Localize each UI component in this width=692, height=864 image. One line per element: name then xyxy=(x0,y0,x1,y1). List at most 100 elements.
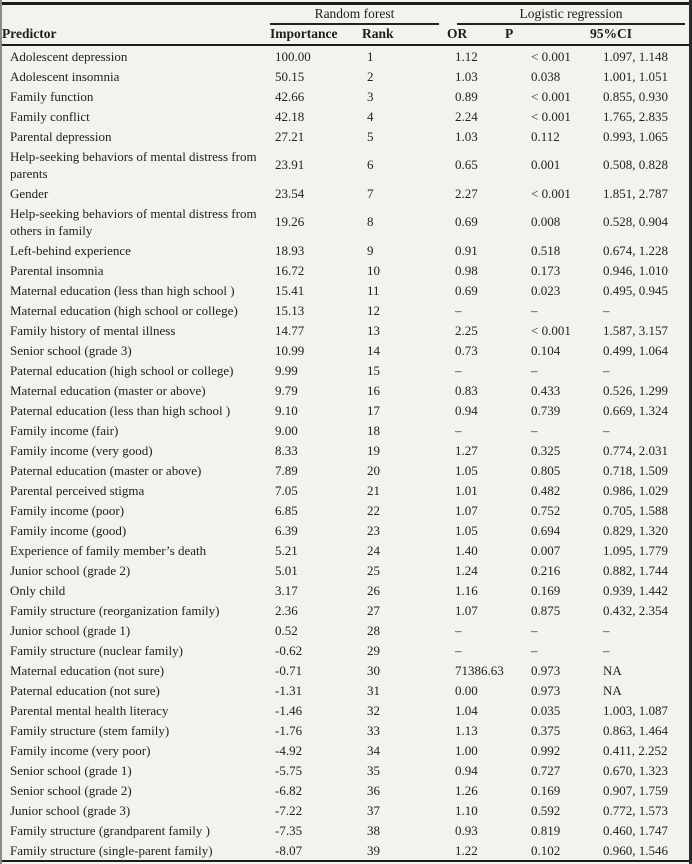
cell-rank: 8 xyxy=(367,214,374,229)
cell-rank: 11 xyxy=(367,282,380,298)
cell-or: 2.24 xyxy=(455,108,478,124)
cell-ci: 1.097, 1.148 xyxy=(603,48,668,64)
cell-predictor: Family structure (reorganization family) xyxy=(10,602,220,618)
cell-ci: 0.882, 1.744 xyxy=(603,562,668,578)
cell-importance: -7.22 xyxy=(275,802,303,818)
cell-ci: 0.946, 1.010 xyxy=(603,262,668,278)
cell-predictor: Parental mental health literacy xyxy=(10,702,169,718)
cell-predictor: Family structure (nuclear family) xyxy=(10,642,183,658)
cell-predictor: Paternal education (not sure) xyxy=(10,682,160,698)
cell-p: 0.112 xyxy=(531,128,560,144)
cell-predictor: Gender xyxy=(10,185,49,201)
cell-or: 0.69 xyxy=(455,282,478,298)
cell-p: 0.169 xyxy=(531,582,561,598)
cell-predictor: Family income (fair) xyxy=(10,422,119,438)
cell-p: 0.819 xyxy=(531,822,561,838)
cell-or: – xyxy=(455,422,462,438)
cell-p: < 0.001 xyxy=(531,322,571,338)
cell-rank: 28 xyxy=(367,622,380,638)
cell-p: < 0.001 xyxy=(531,108,571,124)
cell-ci: – xyxy=(603,642,610,658)
table-row: Junior school (grade 3) -7.22 37 1.10 0.592 0… xyxy=(2,800,689,820)
cell-rank: 26 xyxy=(367,582,380,598)
cell-predictor: Family history of mental illness xyxy=(10,322,176,338)
cell-rank: 25 xyxy=(367,562,380,578)
cell-or: 1.40 xyxy=(455,542,478,558)
cell-ci: 0.508, 0.828 xyxy=(603,157,668,172)
cell-predictor: Family structure (stem family) xyxy=(10,722,170,738)
cell-or: 1.03 xyxy=(455,68,478,84)
cell-ci: 0.411, 2.252 xyxy=(603,742,668,758)
cell-predictor: Paternal education (less than high schoo… xyxy=(10,402,231,418)
table-row: Parental perceived stigma 7.05 21 1.01 0.482… xyxy=(2,480,689,500)
column-header-predictor: Predictor xyxy=(2,25,270,46)
cell-importance: 2.36 xyxy=(275,602,298,618)
cell-p: 0.102 xyxy=(505,840,590,862)
cell-p: 0.752 xyxy=(531,502,561,518)
cell-or: 1.22 xyxy=(447,840,505,862)
group-header-logistic-regression: Logistic regression xyxy=(447,4,689,25)
cell-ci: 1.587, 3.157 xyxy=(603,322,668,338)
cell-p: 0.216 xyxy=(531,562,561,578)
cell-p: 0.875 xyxy=(531,602,561,618)
table-row: Help-seeking behaviors of mental distres… xyxy=(2,203,689,240)
cell-ci: 0.907, 1.759 xyxy=(603,782,668,798)
cell-importance: 3.17 xyxy=(275,582,298,598)
cell-ci: 0.772, 1.573 xyxy=(603,802,668,818)
cell-predictor: Experience of family member’s death xyxy=(10,542,207,558)
cell-or: 1.13 xyxy=(455,722,478,738)
cell-rank: 5 xyxy=(367,128,374,144)
cell-rank: 1 xyxy=(367,48,374,64)
cell-p: 0.038 xyxy=(531,68,561,84)
cell-or: 0.91 xyxy=(455,242,478,258)
cell-rank: 17 xyxy=(367,402,380,418)
cell-or: 2.25 xyxy=(455,322,478,338)
cell-p: 0.007 xyxy=(531,542,561,558)
cell-rank: 30 xyxy=(367,662,380,678)
table-row: Family income (poor) 6.85 22 1.07 0.752 0.705… xyxy=(2,500,689,520)
cell-ci: 0.526, 1.299 xyxy=(603,382,668,398)
group-label-logistic-regression: Logistic regression xyxy=(457,6,686,25)
cell-importance: 23.54 xyxy=(275,185,305,201)
cell-predictor: Parental insomnia xyxy=(10,262,104,278)
table-row: Paternal education (high school or colle… xyxy=(2,360,689,380)
cell-predictor: Family income (very poor) xyxy=(10,742,151,758)
cell-or: 1.26 xyxy=(455,782,478,798)
cell-p: 0.035 xyxy=(531,702,561,718)
cell-p: 0.805 xyxy=(531,462,561,478)
table-row: Junior school (grade 1) 0.52 28 – – – xyxy=(2,620,689,640)
cell-rank: 27 xyxy=(367,602,380,618)
cell-predictor: Maternal education (high school or colle… xyxy=(10,302,238,318)
table-row: Family structure (nuclear family) -0.62 29… xyxy=(2,640,689,660)
cell-rank: 4 xyxy=(367,108,374,124)
cell-p: 0.518 xyxy=(531,242,561,258)
cell-ci: 0.829, 1.320 xyxy=(603,522,668,538)
cell-rank: 3 xyxy=(367,88,374,104)
cell-p: < 0.001 xyxy=(531,185,571,201)
table-row: Family structure (reorganization family)… xyxy=(2,600,689,620)
cell-predictor: Paternal education (master or above) xyxy=(10,462,202,478)
table-row: Paternal education (less than high schoo… xyxy=(2,400,689,420)
cell-or: 0.98 xyxy=(455,262,478,278)
column-header-importance: Importance xyxy=(270,25,362,46)
cell-ci: 0.718, 1.509 xyxy=(603,462,668,478)
cell-ci: 1.095, 1.779 xyxy=(603,542,668,558)
cell-rank: 38 xyxy=(367,822,380,838)
cell-or: 1.00 xyxy=(455,742,478,758)
cell-p: 0.739 xyxy=(531,402,561,418)
cell-ci: 0.939, 1.442 xyxy=(603,582,668,598)
cell-predictor: Maternal education (less than high schoo… xyxy=(10,282,235,298)
cell-or: 0.73 xyxy=(455,342,478,358)
cell-p: 0.973 xyxy=(531,682,561,698)
table-row: Family function 42.66 3 0.89 < 0.001 0.855, 0… xyxy=(2,86,689,106)
cell-predictor: Junior school (grade 2) xyxy=(10,562,131,578)
cell-importance: 5.01 xyxy=(275,562,298,578)
cell-rank: 34 xyxy=(367,742,380,758)
cell-rank: 7 xyxy=(367,185,374,201)
table-row: Family conflict 42.18 4 2.24 < 0.001 1.765, 2… xyxy=(2,106,689,126)
cell-p: 0.992 xyxy=(531,742,561,758)
table-row: Family structure (single-parent family) -… xyxy=(2,840,689,862)
cell-p: – xyxy=(531,622,538,638)
cell-rank: 19 xyxy=(367,442,380,458)
cell-importance: -6.82 xyxy=(275,782,303,798)
